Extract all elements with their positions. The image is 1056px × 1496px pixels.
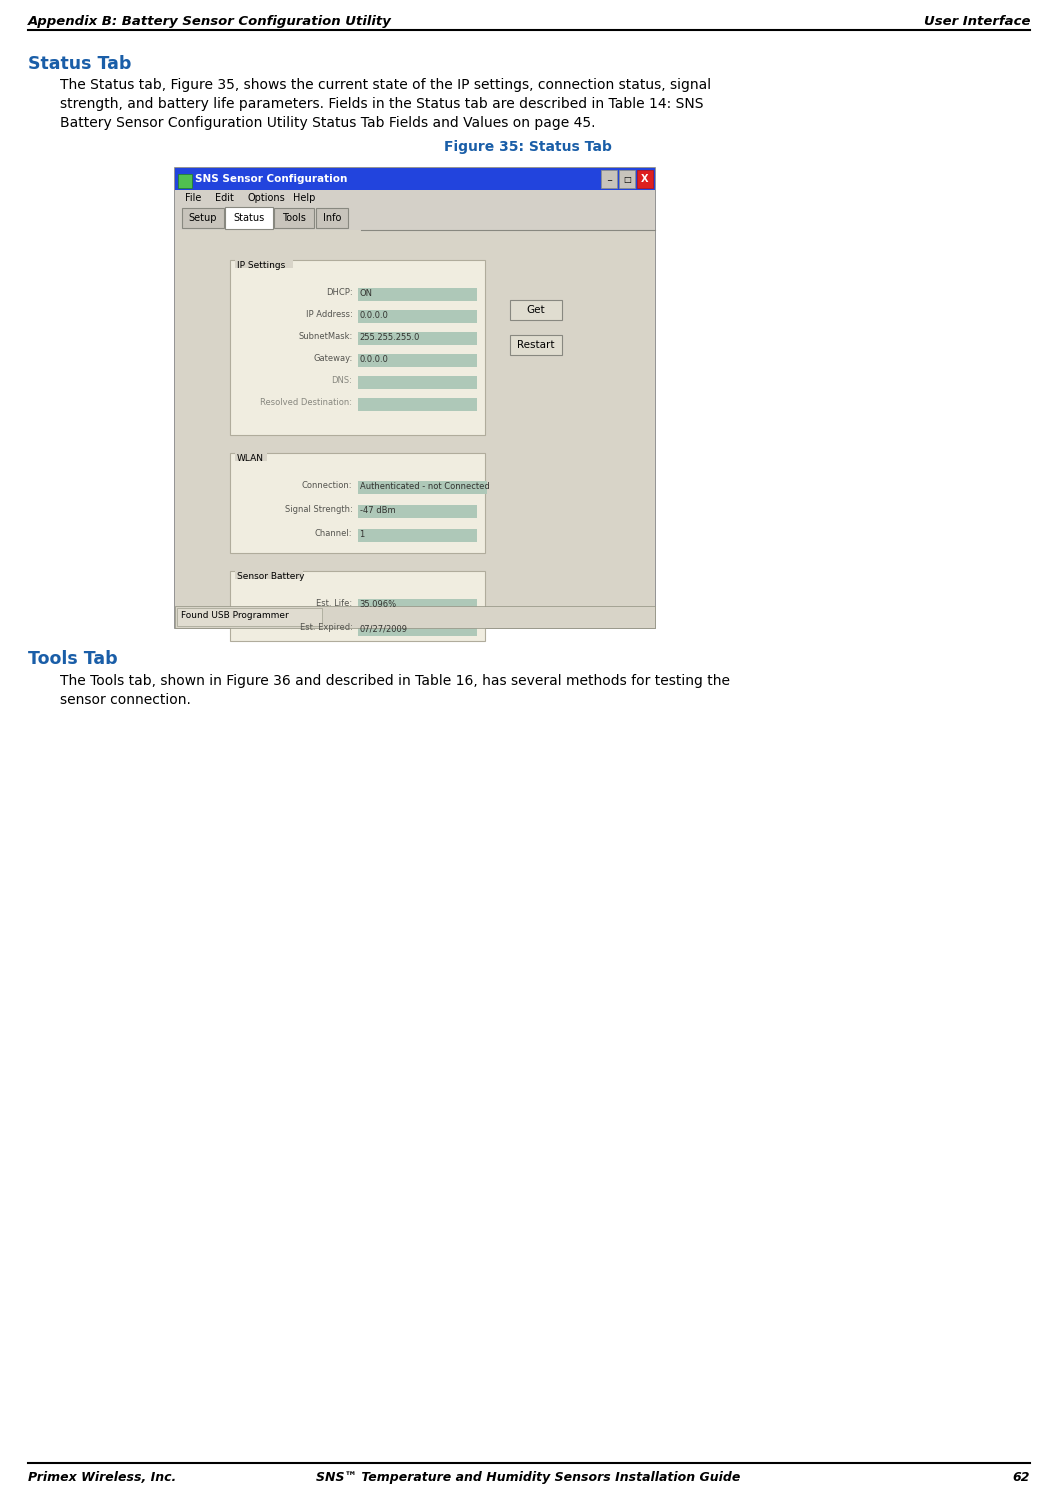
Bar [175, 168, 655, 190]
Text: DHCP:: DHCP: [325, 289, 353, 298]
Text: Est. Expired:: Est. Expired: [300, 622, 353, 631]
Bar [358, 622, 477, 636]
Bar [175, 190, 655, 208]
Bar [175, 230, 655, 628]
Text: 62: 62 [1013, 1471, 1030, 1484]
Text: 1: 1 [359, 530, 364, 539]
Bar [225, 206, 274, 229]
Bar [274, 208, 314, 227]
Text: Sensor Battery: Sensor Battery [237, 571, 304, 580]
Text: User Interface: User Interface [924, 15, 1030, 28]
Text: X: X [641, 174, 648, 184]
Text: ON: ON [359, 289, 373, 298]
Text: WLAN: WLAN [237, 453, 264, 462]
Bar [601, 171, 617, 188]
Text: Signal Strength:: Signal Strength: [285, 506, 353, 515]
Text: The Tools tab, shown in Figure 36 and described in Table 16, has several methods: The Tools tab, shown in Figure 36 and de… [60, 675, 730, 688]
Text: 0.0.0.0: 0.0.0.0 [359, 355, 389, 364]
Bar [358, 482, 487, 494]
Bar [358, 506, 477, 518]
Bar [175, 208, 655, 230]
Bar [175, 168, 655, 628]
Bar [358, 375, 477, 389]
Bar [235, 568, 303, 579]
Bar [358, 332, 477, 346]
Text: Help: Help [293, 193, 316, 203]
Bar [510, 335, 562, 355]
Text: 35.096%: 35.096% [359, 600, 397, 609]
Bar [358, 530, 477, 542]
Text: SubnetMask:: SubnetMask: [298, 332, 353, 341]
Text: 07/27/2009: 07/27/2009 [359, 624, 408, 633]
Text: IP Address:: IP Address: [305, 310, 353, 319]
Bar [230, 571, 485, 640]
Bar [358, 355, 477, 367]
Text: Battery Sensor Configuration Utility Status Tab Fields and Values on page 45.: Battery Sensor Configuration Utility Sta… [60, 117, 596, 130]
Bar [358, 598, 477, 612]
Bar [358, 310, 477, 323]
Text: Found USB Programmer: Found USB Programmer [181, 610, 288, 619]
Text: Status Tab: Status Tab [29, 55, 131, 73]
Text: Figure 35: Status Tab: Figure 35: Status Tab [445, 141, 611, 154]
Text: □: □ [623, 175, 630, 184]
Text: Gateway:: Gateway: [314, 355, 353, 364]
Text: Primex Wireless, Inc.: Primex Wireless, Inc. [29, 1471, 176, 1484]
Text: Tools Tab: Tools Tab [29, 649, 117, 669]
Text: Setup: Setup [189, 212, 218, 223]
Text: Options: Options [247, 193, 285, 203]
Text: Est. Life:: Est. Life: [317, 598, 353, 607]
Bar [177, 607, 322, 625]
Text: Authenticated - not Connected: Authenticated - not Connected [359, 482, 489, 491]
Bar [510, 301, 562, 320]
Text: strength, and battery life parameters. Fields in the Status tab are described in: strength, and battery life parameters. F… [60, 97, 703, 111]
Text: IP Settings: IP Settings [237, 260, 285, 269]
Text: ─: ─ [607, 178, 611, 184]
Bar [235, 450, 267, 461]
Text: Tools: Tools [282, 212, 306, 223]
Text: Channel:: Channel: [315, 530, 353, 539]
Text: Status: Status [233, 212, 265, 223]
Bar [182, 208, 224, 227]
Bar [178, 174, 192, 188]
Text: Restart: Restart [517, 340, 554, 350]
Bar [358, 289, 477, 301]
Bar [235, 257, 293, 268]
Text: 255.255.255.0: 255.255.255.0 [359, 334, 420, 343]
Text: Get: Get [527, 305, 545, 316]
Bar [619, 171, 635, 188]
Text: The Status tab, Figure 35, shows the current state of the IP settings, connectio: The Status tab, Figure 35, shows the cur… [60, 78, 711, 91]
Text: SNS Sensor Configuration: SNS Sensor Configuration [195, 174, 347, 184]
Text: DNS:: DNS: [332, 375, 353, 384]
Text: Connection:: Connection: [302, 482, 353, 491]
Text: Appendix B: Battery Sensor Configuration Utility: Appendix B: Battery Sensor Configuration… [29, 15, 392, 28]
Bar [358, 398, 477, 411]
Bar [637, 171, 653, 188]
Text: sensor connection.: sensor connection. [60, 693, 191, 708]
Text: Edit: Edit [215, 193, 233, 203]
Bar [316, 208, 348, 227]
Text: 0.0.0.0: 0.0.0.0 [359, 311, 389, 320]
Text: Resolved Destination:: Resolved Destination: [261, 398, 353, 407]
Text: Info: Info [323, 212, 341, 223]
Text: File: File [185, 193, 202, 203]
Bar [230, 260, 485, 435]
Text: -47 dBm: -47 dBm [359, 506, 395, 515]
Bar [175, 606, 655, 628]
Text: SNS™ Temperature and Humidity Sensors Installation Guide: SNS™ Temperature and Humidity Sensors In… [316, 1471, 740, 1484]
Bar [230, 453, 485, 554]
